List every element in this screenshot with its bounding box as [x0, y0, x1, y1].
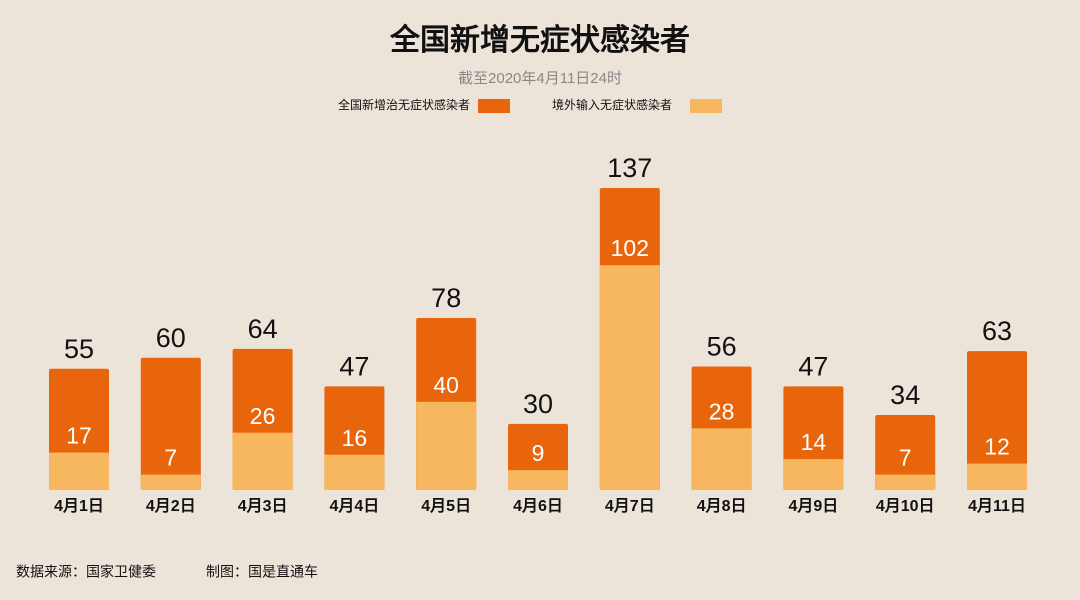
data-label: 14	[801, 429, 827, 455]
x-tick-label: 4月8日	[697, 497, 747, 515]
data-label: 55	[64, 334, 94, 364]
x-tick-label: 4月10日	[876, 497, 935, 515]
bar	[49, 452, 109, 490]
legend-label: 境外输入无症状感染者	[552, 97, 672, 112]
data-label: 78	[431, 283, 461, 313]
bar	[875, 415, 936, 490]
legend-label: 全国新增治无症状感染者	[338, 97, 470, 112]
legend-swatch	[690, 99, 722, 113]
bar	[508, 470, 568, 490]
bar	[691, 428, 752, 490]
credit-note: 制图：国是直通车	[206, 564, 318, 580]
x-tick-label: 4月3日	[238, 497, 288, 515]
data-label: 56	[707, 332, 737, 362]
bar	[232, 432, 293, 490]
data-label: 12	[984, 434, 1010, 460]
legend-swatch	[478, 99, 510, 113]
data-label: 16	[342, 425, 368, 451]
data-label: 102	[611, 235, 649, 261]
source-note: 数据来源：国家卫健委	[16, 564, 156, 580]
x-tick-label: 4月9日	[788, 497, 838, 515]
data-label: 7	[164, 445, 177, 471]
data-label: 63	[982, 316, 1012, 346]
chart-title: 全国新增无症状感染者	[389, 23, 690, 57]
x-tick-label: 4月11日	[968, 497, 1026, 515]
x-tick-label: 4月1日	[54, 497, 104, 515]
data-label: 47	[798, 352, 828, 382]
x-tick-label: 4月4日	[329, 497, 379, 515]
data-label: 60	[156, 323, 186, 353]
data-label: 9	[532, 440, 545, 466]
bar	[967, 351, 1027, 490]
bar	[416, 401, 477, 490]
data-label: 47	[339, 352, 369, 382]
x-tick-label: 4月7日	[605, 497, 655, 515]
data-label: 17	[66, 423, 92, 449]
x-tick-label: 4月5日	[421, 497, 471, 515]
data-label: 26	[250, 403, 276, 429]
data-label: 34	[890, 380, 920, 410]
bar	[967, 463, 1027, 490]
bar	[875, 474, 936, 490]
chart-subtitle: 截至2020年4月11日24时	[458, 70, 622, 87]
bar	[140, 474, 201, 490]
data-label: 7	[899, 445, 912, 471]
bar	[324, 454, 385, 490]
bar	[599, 265, 660, 490]
data-label: 40	[433, 372, 459, 398]
bar	[783, 459, 844, 490]
data-label: 28	[709, 398, 735, 424]
x-tick-label: 4月2日	[146, 497, 196, 515]
bar	[140, 357, 201, 490]
data-label: 64	[248, 314, 278, 344]
x-tick-label: 4月6日	[513, 497, 563, 515]
data-label: 137	[607, 153, 652, 183]
data-label: 30	[523, 389, 553, 419]
